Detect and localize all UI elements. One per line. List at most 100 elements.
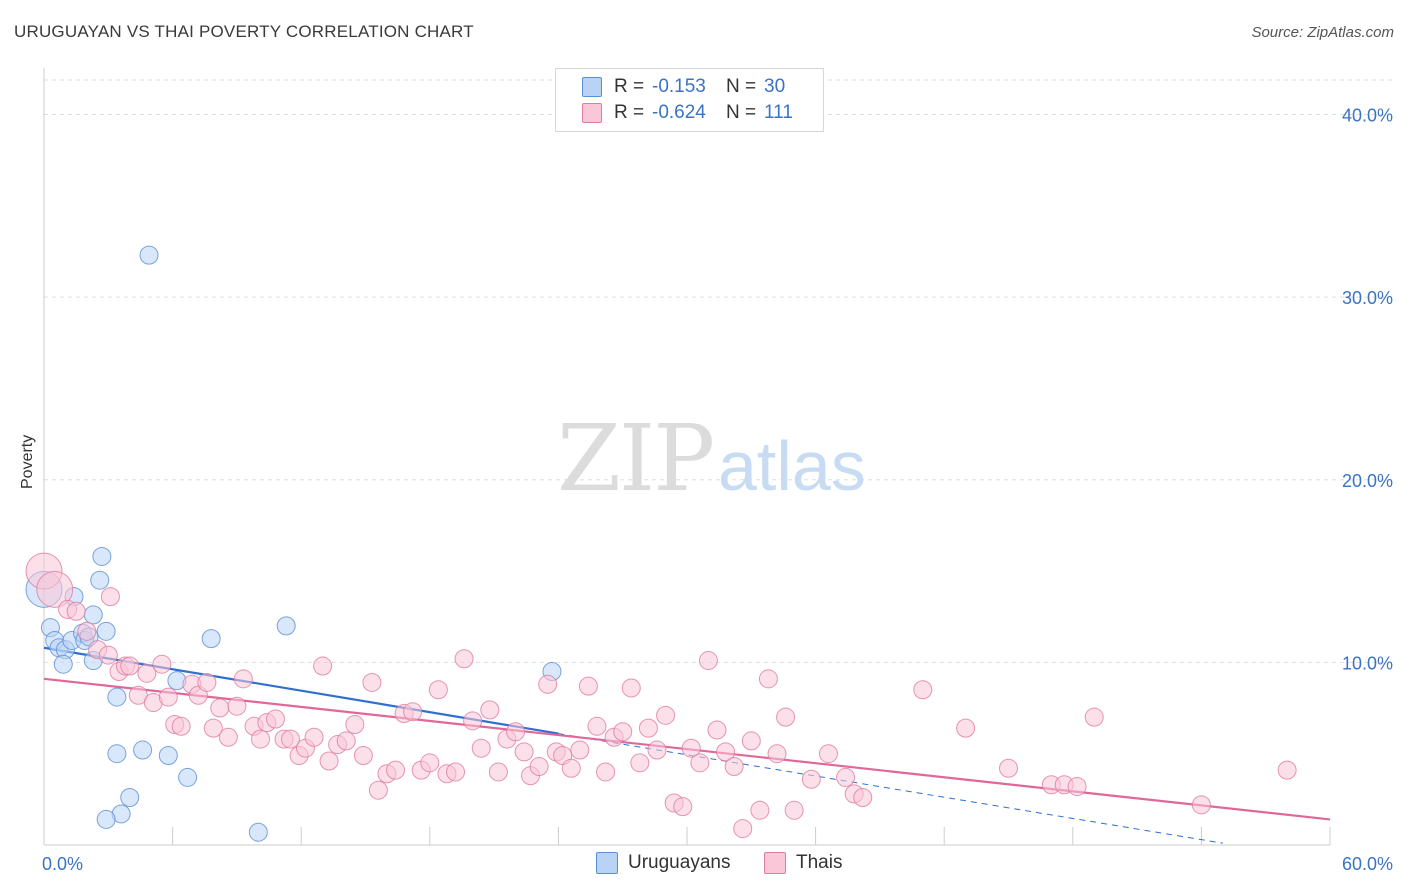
thai-point [480, 700, 500, 720]
thai-point [707, 720, 727, 740]
thai-point [698, 651, 718, 671]
thai-point [758, 669, 778, 689]
uruguayan-point [158, 746, 178, 766]
legend-n-label: N = [726, 76, 757, 97]
thai-point [171, 716, 191, 736]
thai-point [120, 656, 140, 676]
thai-point [638, 718, 658, 738]
thai-point [741, 731, 761, 751]
y-tick-label: 20.0% [1342, 471, 1393, 491]
thai-point [673, 797, 693, 817]
thai-point [158, 687, 178, 707]
thai-point [784, 800, 804, 820]
uruguayan-point [53, 654, 73, 674]
watermark-atlas: atlas [718, 427, 866, 505]
thai-point [561, 758, 581, 778]
thai-point [280, 729, 300, 749]
thai-point [853, 788, 873, 808]
thai-point [716, 742, 736, 762]
legend-r-value: -0.153 [652, 76, 706, 97]
thai-point [319, 751, 339, 771]
legend-swatch-thais [582, 103, 602, 123]
thai-point [250, 729, 270, 749]
series-legend: Uruguayans Thais [0, 852, 1406, 876]
thai-point [596, 762, 616, 782]
series-swatch-uruguayans [596, 852, 618, 874]
series-label-thais: Thais [796, 852, 843, 873]
thai-point [621, 678, 641, 698]
legend-n-label: N = [726, 102, 757, 123]
thai-point [197, 672, 217, 692]
data-points [25, 245, 1297, 842]
y-tick-label: 40.0% [1342, 106, 1393, 126]
legend-swatch-uruguayans [582, 77, 602, 97]
thai-point [506, 722, 526, 742]
uruguayan-point [276, 616, 296, 636]
thai-point [420, 753, 440, 773]
thai-point [913, 680, 933, 700]
thai-point [656, 705, 676, 725]
uruguayan-point [139, 245, 159, 265]
uruguayan-trend-extension [558, 733, 1223, 844]
uruguayan-point [178, 767, 198, 787]
thai-point [767, 744, 787, 764]
legend-r-label: R = [614, 102, 645, 123]
thai-point [1084, 707, 1104, 727]
thai-point [100, 587, 120, 607]
thai-point [776, 707, 796, 727]
series-swatch-thais [764, 852, 786, 874]
thai-point [471, 738, 491, 758]
chart-title: URUGUAYAN VS THAI POVERTY CORRELATION CH… [14, 22, 474, 41]
thai-point [454, 649, 474, 669]
thai-point [529, 756, 549, 776]
thai-point [630, 753, 650, 773]
thai-point [313, 656, 333, 676]
thai-point [690, 753, 710, 773]
y-tick-label: 10.0% [1342, 653, 1393, 673]
thai-point [613, 722, 633, 742]
series-legend-uruguayans[interactable]: Uruguayans [596, 852, 730, 874]
thai-point [587, 716, 607, 736]
uruguayan-point [107, 744, 127, 764]
thai-point [210, 698, 230, 718]
thai-point [428, 680, 448, 700]
thai-point [98, 645, 118, 665]
y-axis-title: Poverty [19, 434, 36, 489]
thai-point [578, 676, 598, 696]
uruguayan-point [96, 809, 116, 829]
uruguayan-point [96, 621, 116, 641]
thai-point [647, 740, 667, 760]
thai-point [446, 762, 466, 782]
thai-point [836, 767, 856, 787]
watermark-zip: ZIP [557, 405, 713, 512]
thai-point [336, 731, 356, 751]
thai-point [570, 740, 590, 760]
legend-r-label: R = [614, 76, 645, 97]
source-label: Source: ZipAtlas.com [1251, 24, 1394, 41]
axes [43, 68, 1331, 846]
thai-point [304, 727, 324, 747]
series-legend-thais[interactable]: Thais [764, 852, 842, 874]
thai-point [362, 672, 382, 692]
legend-row-uruguayans: R = -0.153 N = 30 [582, 75, 785, 99]
y-tick-label: 30.0% [1342, 288, 1393, 308]
uruguayan-point [83, 605, 103, 625]
uruguayan-point [201, 629, 221, 649]
thai-point [152, 654, 172, 674]
thai-point [403, 702, 423, 722]
thai-point [368, 780, 388, 800]
x-tick-label: 0.0% [42, 854, 83, 874]
thai-point [538, 674, 558, 694]
uruguayan-point [90, 570, 110, 590]
thai-point [137, 663, 157, 683]
thai-point [818, 744, 838, 764]
thai-point [724, 756, 744, 776]
uruguayan-point [248, 822, 268, 842]
thai-point [463, 711, 483, 731]
uruguayan-point [107, 687, 127, 707]
grid-lines [44, 79, 1392, 663]
legend-r-value: -0.624 [652, 102, 706, 123]
legend-n-value: 111 [764, 102, 793, 123]
thai-point [801, 769, 821, 789]
thai-point [353, 746, 373, 766]
